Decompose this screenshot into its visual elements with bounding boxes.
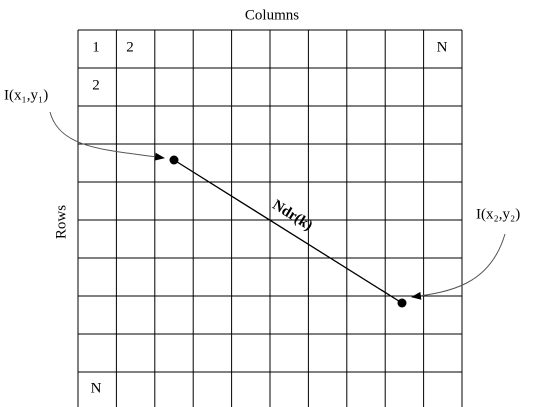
arrow	[49, 111, 165, 161]
arrow	[411, 233, 506, 300]
point	[169, 155, 179, 165]
connection-line	[173, 159, 403, 304]
column-header: 1	[92, 39, 100, 55]
point-label: I(x₁,y₁)	[4, 87, 48, 103]
row-header: 2	[92, 77, 100, 93]
point-label: I(x₂,y₂)	[476, 206, 520, 222]
grid	[77, 29, 463, 407]
rows-label: Rows	[53, 205, 69, 239]
point	[397, 298, 407, 308]
row-header: N	[91, 380, 102, 396]
column-header: 2	[126, 39, 134, 55]
column-header: N	[437, 39, 448, 55]
columns-title: Columns	[245, 7, 299, 23]
